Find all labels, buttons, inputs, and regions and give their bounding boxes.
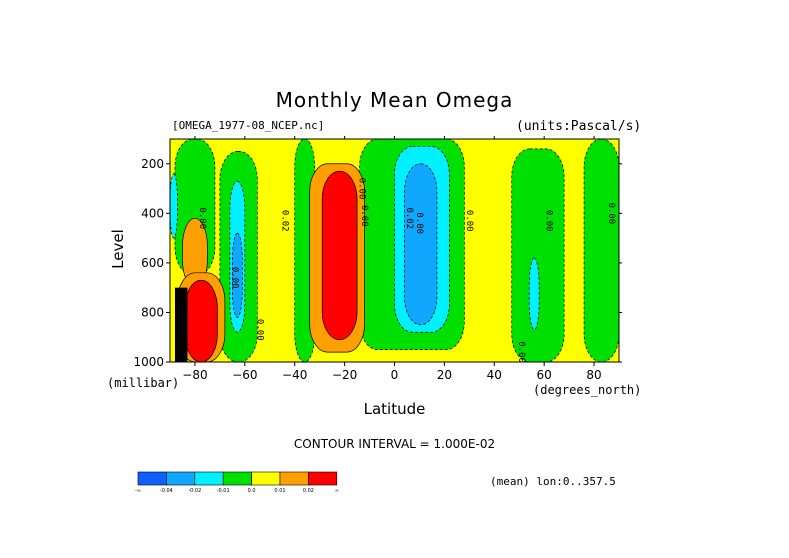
missing-data-region — [174, 287, 188, 362]
contour-region — [184, 279, 218, 362]
contour-label: 0.00 — [544, 210, 554, 232]
chart-title: Monthly Mean Omega — [275, 88, 514, 112]
colorbar-swatch — [279, 471, 309, 486]
contour-region — [583, 139, 619, 362]
colorbar-label: -∞ — [135, 488, 141, 494]
x-axis-units: (degrees_north) — [533, 383, 642, 397]
x-tick-label: −20 — [332, 368, 357, 382]
colorbar: -∞ -0.04 -0.02 -0.01 0.0 0.01 0.02 ∞ — [135, 471, 339, 494]
colorbar-label: 0.0 — [248, 488, 256, 494]
contour-region — [321, 170, 358, 341]
contour-fills — [170, 139, 619, 362]
contour-region — [528, 257, 540, 331]
colorbar-label: 0.02 — [303, 488, 314, 494]
colorbar-swatch — [222, 471, 252, 486]
y-tick-label: 800 — [141, 305, 164, 319]
x-tick-label: 40 — [487, 368, 502, 382]
contour-label: 0.00 — [229, 267, 239, 289]
x-tick-label: 80 — [586, 368, 601, 382]
colorbar-label: -0.02 — [188, 488, 201, 494]
contour-interval-label: CONTOUR INTERVAL = 1.000E-02 — [293, 437, 496, 451]
contour-label: 0.02 — [279, 210, 289, 232]
contour-label: 0.00 — [254, 319, 264, 341]
colorbar-swatch — [166, 471, 196, 486]
contour-label: 0.00 — [414, 212, 424, 234]
units-label: (units:Pascal/s) — [516, 119, 642, 134]
y-tick-label: 400 — [141, 206, 164, 220]
contour-label: 0.00 — [359, 205, 369, 227]
contour-region — [404, 163, 438, 326]
colorbar-swatch — [308, 471, 338, 486]
contour-label: 0.00 — [516, 341, 526, 363]
contour-label: 0.00 — [357, 178, 367, 200]
contour-label: 0.02 — [404, 207, 414, 229]
contour-labels: 0.000.000.020.000.000.000.02 0.00 0.000.00… — [197, 178, 616, 363]
y-tick-label: 600 — [141, 256, 164, 270]
contour-region — [232, 232, 243, 318]
x-tick-label: −60 — [232, 368, 257, 382]
axes: −80 −60 −40 −20 0 20 40 60 80 200 400 600 800 1000 — [133, 136, 622, 382]
y-tick-label: 1000 — [133, 355, 164, 369]
x-axis-label: Latitude — [363, 400, 426, 418]
colorbar-label: -0.04 — [160, 488, 173, 494]
colorbar-label: 0.01 — [274, 488, 285, 494]
x-tick-label: −80 — [182, 368, 207, 382]
colorbar-label: ∞ — [335, 488, 339, 494]
colorbar-swatch — [251, 471, 281, 486]
x-tick-label: 60 — [537, 368, 552, 382]
x-tick-label: 20 — [437, 368, 452, 382]
colorbar-swatch — [194, 471, 224, 486]
y-tick-label: 200 — [141, 157, 164, 171]
file-label: [OMEGA_1977-08_NCEP.nc] — [172, 119, 325, 132]
mean-longitude-label: (mean) lon:0..357.5 — [490, 475, 616, 488]
x-tick-label: −40 — [282, 368, 307, 382]
x-tick-label: 0 — [391, 368, 399, 382]
contour-label: 0.00 — [464, 210, 474, 232]
contour-label: 0.00 — [197, 207, 207, 229]
contour-region — [170, 173, 178, 239]
y-axis-units: (millibar) — [107, 376, 180, 390]
contour-region — [511, 148, 565, 362]
colorbar-swatch — [137, 471, 167, 486]
contour-label: 0.00 — [606, 202, 616, 224]
colorbar-label: -0.01 — [217, 488, 230, 494]
